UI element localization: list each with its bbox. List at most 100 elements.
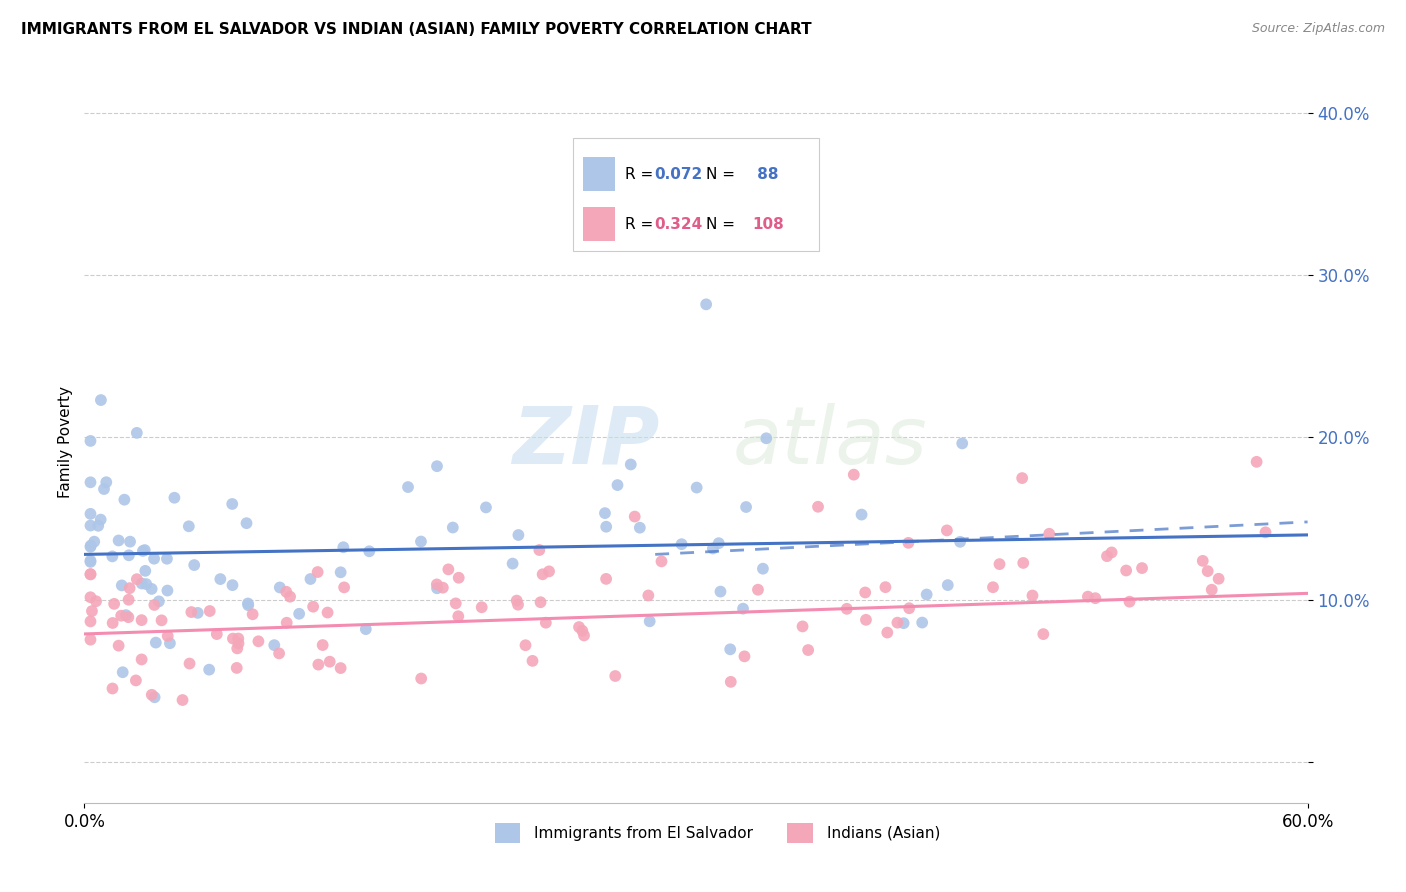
- Point: [118, 581, 141, 595]
- Point: [145, 635, 167, 649]
- Point: [447, 609, 470, 624]
- Point: [115, 608, 138, 623]
- Point: [79, 591, 101, 605]
- Point: [595, 572, 617, 586]
- Point: [269, 646, 291, 660]
- Text: Source: ZipAtlas.com: Source: ZipAtlas.com: [1251, 22, 1385, 36]
- Point: [949, 534, 972, 549]
- Point: [101, 549, 124, 564]
- Point: [842, 467, 865, 482]
- Point: [163, 491, 186, 505]
- Point: [117, 610, 139, 624]
- Point: [911, 615, 934, 630]
- Point: [329, 566, 352, 580]
- Point: [707, 536, 730, 550]
- Point: [1246, 455, 1268, 469]
- Point: [79, 540, 101, 554]
- Point: [1012, 556, 1035, 570]
- Point: [359, 544, 381, 558]
- Point: [876, 625, 898, 640]
- Point: [134, 543, 156, 558]
- Point: [205, 627, 228, 641]
- Point: [529, 595, 551, 609]
- Point: [177, 519, 200, 533]
- Point: [101, 615, 124, 630]
- Point: [118, 549, 141, 563]
- Point: [79, 632, 101, 647]
- Point: [84, 594, 107, 608]
- Point: [132, 544, 155, 558]
- Point: [141, 582, 163, 596]
- Text: 0.324: 0.324: [654, 217, 703, 232]
- Text: N =: N =: [706, 217, 740, 232]
- Point: [1208, 572, 1230, 586]
- Point: [221, 578, 243, 592]
- Point: [150, 613, 173, 627]
- Point: [471, 600, 494, 615]
- Point: [1101, 545, 1123, 559]
- Point: [222, 632, 245, 646]
- Point: [172, 693, 194, 707]
- Point: [747, 582, 769, 597]
- Point: [276, 584, 298, 599]
- Y-axis label: Family Poverty: Family Poverty: [58, 385, 73, 498]
- Point: [426, 577, 449, 591]
- Point: [709, 584, 731, 599]
- Point: [90, 513, 112, 527]
- Text: N =: N =: [706, 167, 740, 182]
- Point: [605, 669, 627, 683]
- Point: [731, 601, 754, 615]
- Point: [80, 604, 103, 618]
- Point: [80, 539, 103, 553]
- Text: Indians (Asian): Indians (Asian): [827, 826, 941, 840]
- Point: [522, 654, 544, 668]
- Point: [1191, 554, 1213, 568]
- Point: [103, 597, 125, 611]
- Point: [263, 638, 285, 652]
- Point: [209, 572, 232, 586]
- Point: [447, 571, 470, 585]
- Point: [93, 482, 115, 496]
- Point: [505, 593, 527, 607]
- Point: [893, 616, 915, 631]
- Point: [638, 615, 661, 629]
- Point: [131, 613, 153, 627]
- Point: [276, 615, 298, 630]
- Text: 108: 108: [752, 217, 785, 232]
- Point: [225, 661, 247, 675]
- Point: [333, 580, 356, 594]
- Point: [661, 214, 683, 228]
- Point: [117, 592, 139, 607]
- Text: 0.072: 0.072: [654, 167, 703, 182]
- Point: [101, 681, 124, 696]
- Point: [807, 500, 830, 514]
- Point: [685, 481, 707, 495]
- Point: [515, 638, 537, 652]
- Point: [236, 597, 259, 611]
- Point: [1201, 582, 1223, 597]
- Point: [606, 478, 628, 492]
- Point: [444, 596, 467, 610]
- Point: [131, 652, 153, 666]
- Point: [79, 554, 101, 568]
- Point: [198, 663, 221, 677]
- Point: [531, 567, 554, 582]
- Point: [623, 509, 645, 524]
- Point: [1011, 471, 1033, 485]
- Point: [118, 534, 141, 549]
- Point: [90, 393, 112, 408]
- Point: [198, 604, 221, 618]
- Point: [935, 524, 957, 538]
- Point: [981, 580, 1004, 594]
- Text: R =: R =: [624, 167, 658, 182]
- Point: [302, 599, 325, 614]
- Point: [141, 688, 163, 702]
- Point: [1077, 590, 1099, 604]
- Point: [851, 508, 873, 522]
- Point: [628, 521, 651, 535]
- Point: [110, 608, 132, 623]
- Point: [1038, 526, 1060, 541]
- Point: [307, 657, 329, 672]
- Point: [125, 425, 148, 440]
- Point: [79, 507, 101, 521]
